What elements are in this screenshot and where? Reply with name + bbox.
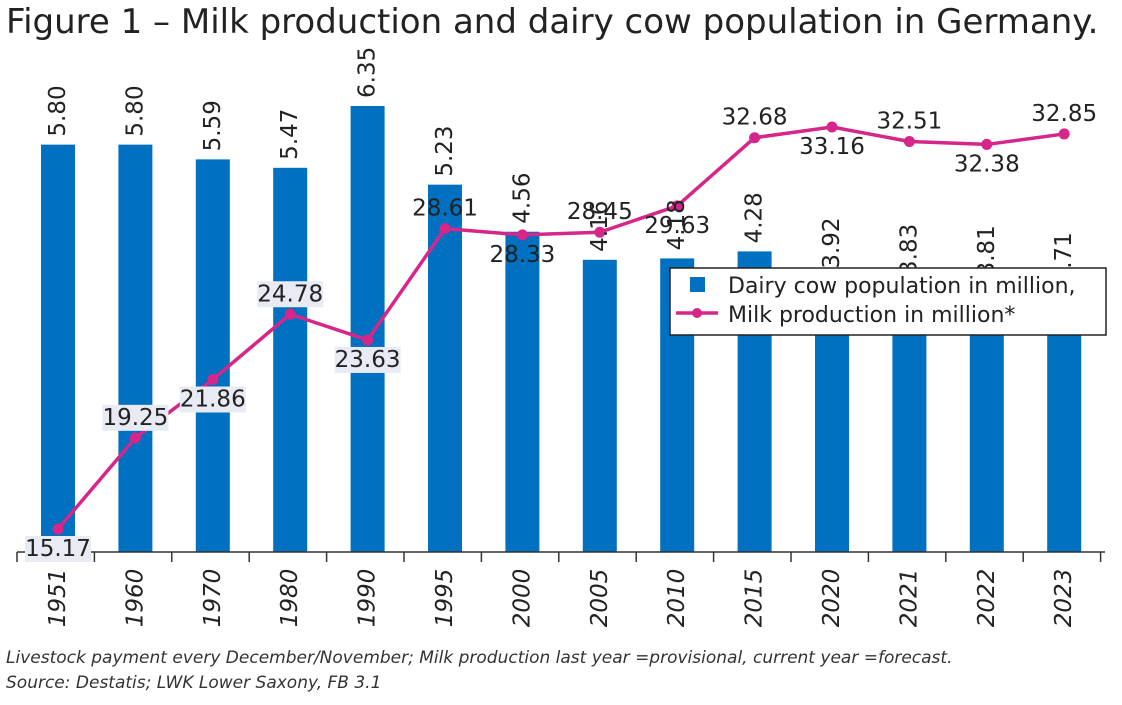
bar-value-label-2020: 3.92 bbox=[819, 217, 845, 268]
bar-value-label-1990: 6.35 bbox=[355, 47, 381, 98]
bar-value-label-1970: 5.59 bbox=[200, 100, 226, 151]
x-tick-label-1970: 1970 bbox=[200, 569, 226, 628]
milk-point-2015 bbox=[749, 132, 761, 144]
x-tick-label-2005: 2005 bbox=[587, 569, 613, 628]
bar-1951 bbox=[41, 144, 75, 552]
milk-point-2023 bbox=[1058, 128, 1070, 140]
bar-2000 bbox=[505, 231, 540, 552]
line-label-bg-1960 bbox=[102, 404, 169, 431]
x-tick-label-2010: 2010 bbox=[664, 569, 690, 628]
milk-point-2022 bbox=[981, 138, 993, 150]
line-value-label-2005: 28.45 bbox=[567, 199, 633, 225]
line-value-label-1980: 24.78 bbox=[257, 281, 323, 307]
x-tick-label-1990: 1990 bbox=[355, 569, 381, 628]
bars-layer bbox=[41, 106, 1082, 553]
bar-value-label-2015: 4.28 bbox=[742, 192, 768, 243]
line-value-label-2020: 33.16 bbox=[799, 134, 865, 160]
footnote-source: Source: Destatis; LWK Lower Saxony, FB 3… bbox=[6, 673, 382, 693]
line-labels-layer: 15.17 19.25 21.86 24.78 23.63 28.61 28.33 28.45… bbox=[25, 101, 1097, 562]
line-value-label-2000: 28.33 bbox=[489, 242, 555, 268]
bar-1995 bbox=[428, 184, 462, 553]
x-tick-label-2000: 2000 bbox=[509, 569, 535, 628]
bar-value-label-1980: 5.47 bbox=[277, 109, 303, 160]
bar-2005 bbox=[582, 259, 617, 552]
bar-value-label-1951: 5.80 bbox=[45, 85, 71, 136]
line-value-label-2023: 32.85 bbox=[1031, 101, 1097, 127]
line-value-label-2022: 32.38 bbox=[954, 151, 1020, 177]
legend-bar-label: Dairy cow population in million, bbox=[728, 274, 1076, 299]
footnote-note: Livestock payment every December/Novembe… bbox=[6, 648, 953, 668]
line-value-label-2015: 32.68 bbox=[722, 105, 788, 131]
milk-point-1960 bbox=[129, 432, 141, 444]
x-tick-label-2021: 2021 bbox=[896, 569, 922, 628]
x-tick-label-1951: 1951 bbox=[45, 569, 71, 628]
chart-title: Figure 1 – Milk production and dairy cow… bbox=[6, 2, 1099, 42]
line-label-bg-1970 bbox=[179, 386, 246, 413]
x-tick-label-2023: 2023 bbox=[1051, 569, 1077, 628]
bar-value-label-2021: 3.83 bbox=[896, 224, 922, 275]
line-label-bg-1990 bbox=[334, 346, 401, 373]
line-value-label-2010: 29.63 bbox=[644, 213, 710, 239]
milk-production-line bbox=[56, 125, 1065, 531]
x-tick-label-2015: 2015 bbox=[742, 569, 768, 628]
legend-line-marker bbox=[692, 308, 702, 318]
bar-1990 bbox=[350, 106, 385, 552]
bar-1970 bbox=[195, 159, 230, 553]
milk-point-2020 bbox=[826, 121, 838, 133]
milk-line-layer bbox=[52, 121, 1070, 535]
legend: Dairy cow population in million, Milk pr… bbox=[669, 267, 1107, 336]
legend-bar-swatch bbox=[690, 277, 705, 292]
bar-1980 bbox=[273, 167, 308, 553]
line-value-label-2021: 32.51 bbox=[876, 109, 942, 135]
line-value-label-1990: 23.63 bbox=[335, 347, 401, 373]
bar-value-label-2010: 4.18 bbox=[664, 199, 690, 250]
bar-value-label-1960: 5.80 bbox=[122, 85, 148, 136]
milk-point-1970 bbox=[207, 374, 219, 386]
legend-line-label: Milk production in million* bbox=[728, 303, 1015, 328]
x-axis: 1951 1960 1970 1980 1990 1995 2000 2005 2010 2015… bbox=[16, 551, 1105, 628]
bar-value-label-1995: 5.23 bbox=[432, 125, 458, 176]
milk-point-1990 bbox=[362, 334, 374, 346]
milk-point-2010 bbox=[671, 200, 683, 212]
line-value-label-1995: 28.61 bbox=[412, 196, 478, 222]
milk-point-1980 bbox=[284, 308, 296, 320]
bar-1960 bbox=[118, 144, 153, 552]
milk-point-2000 bbox=[516, 229, 528, 241]
x-tick-label-2020: 2020 bbox=[819, 569, 845, 628]
x-tick-label-2022: 2022 bbox=[974, 569, 1000, 628]
x-tick-label-1995: 1995 bbox=[432, 569, 458, 628]
line-value-label-1970: 21.86 bbox=[180, 387, 246, 413]
milk-point-1951 bbox=[52, 523, 64, 535]
line-value-label-1960: 19.25 bbox=[102, 405, 168, 431]
milk-point-2005 bbox=[594, 226, 606, 238]
milk-point-2021 bbox=[903, 136, 915, 148]
line-label-bg-1951 bbox=[25, 536, 91, 562]
bar-value-label-2005: 4.16 bbox=[587, 201, 613, 252]
milk-point-1995 bbox=[439, 223, 451, 235]
x-tick-label-1960: 1960 bbox=[122, 569, 148, 628]
line-value-label-1951: 15.17 bbox=[25, 536, 91, 562]
bar-value-label-2000: 4.56 bbox=[509, 173, 535, 224]
x-tick-label-1980: 1980 bbox=[277, 569, 303, 628]
line-label-bg-1980 bbox=[257, 281, 324, 308]
